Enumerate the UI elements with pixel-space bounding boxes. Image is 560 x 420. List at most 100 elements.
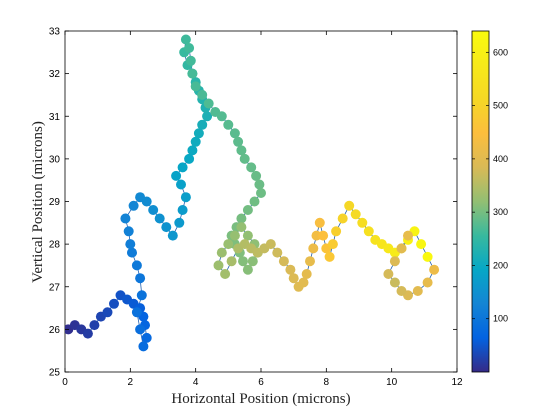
data-point [236, 213, 247, 224]
data-point [429, 264, 440, 275]
data-point [331, 226, 342, 237]
data-point [236, 145, 247, 156]
data-point [305, 256, 315, 267]
data-point [89, 320, 100, 331]
data-point [184, 153, 195, 164]
data-point [272, 247, 283, 258]
data-point [318, 230, 329, 241]
data-point [102, 307, 113, 318]
data-point [131, 260, 142, 271]
y-axis-title: Vertical Position (microns) [30, 121, 46, 283]
colorbar-tick-label: 200 [493, 260, 508, 270]
data-point [233, 136, 244, 147]
data-point [223, 119, 234, 130]
data-point [357, 217, 368, 228]
colorbar-tick-label: 500 [493, 101, 508, 111]
data-point [389, 277, 400, 288]
data-point [285, 264, 296, 275]
data-point [131, 307, 142, 318]
data-point [249, 196, 260, 207]
data-point [213, 260, 224, 271]
data-point [229, 128, 240, 139]
y-tick-label: 28 [49, 240, 61, 251]
data-point [298, 277, 309, 288]
colorbar-tick-label: 600 [493, 47, 508, 57]
x-tick-label: 0 [62, 377, 68, 388]
data-point [216, 111, 227, 122]
data-point [278, 256, 289, 267]
data-point [242, 264, 253, 275]
data-point [185, 55, 196, 66]
data-point [141, 332, 152, 343]
y-tick-label: 31 [49, 112, 61, 123]
data-point [171, 170, 182, 181]
data-point [197, 89, 208, 100]
data-point [127, 247, 137, 258]
data-point [301, 269, 312, 279]
data-point [242, 230, 253, 241]
data-point [123, 226, 134, 237]
y-tick-label: 25 [49, 368, 61, 379]
data-point [242, 205, 253, 215]
data-point [324, 251, 335, 262]
data-point [327, 239, 338, 250]
data-point [238, 256, 248, 267]
x-tick-label: 4 [193, 377, 199, 388]
y-tick-label: 30 [49, 154, 61, 165]
data-point [412, 286, 423, 296]
data-point [82, 328, 93, 339]
data-point [187, 68, 198, 79]
data-point [177, 205, 188, 215]
colorbar-tick-label: 100 [493, 314, 508, 324]
data-point [135, 324, 146, 335]
data-point [193, 128, 204, 139]
x-tick-label: 2 [128, 377, 134, 388]
data-point [197, 119, 208, 130]
data-point [363, 226, 374, 237]
data-point [308, 243, 319, 254]
colorbar-gradient [471, 30, 490, 373]
data-point [389, 256, 400, 267]
y-tick-label: 33 [49, 27, 61, 38]
data-point [344, 200, 355, 211]
plot-area [64, 30, 458, 373]
data-point [396, 243, 407, 254]
data-point [236, 222, 247, 233]
y-tick-label: 32 [49, 69, 61, 80]
x-tick-label: 6 [258, 377, 264, 388]
data-point [174, 217, 185, 228]
data-point [383, 269, 394, 279]
data-point [167, 230, 178, 241]
data-point [120, 213, 131, 224]
colorbar: 100 200 300 400 500 600 [471, 30, 508, 373]
data-point [422, 251, 433, 262]
x-axis-title: Horizontal Position (microns) [171, 391, 350, 407]
y-tick-label: 29 [49, 197, 61, 208]
data-point [161, 222, 172, 233]
data-point [138, 341, 149, 352]
data-point [226, 256, 237, 267]
data-point [337, 213, 348, 224]
data-point [403, 230, 413, 241]
data-point [350, 209, 361, 220]
data-point [135, 273, 146, 284]
data-point [180, 34, 191, 45]
colorbar-tick-label: 400 [493, 154, 508, 164]
data-point [251, 170, 262, 181]
data-point [148, 205, 159, 215]
data-point [190, 81, 201, 92]
x-tick-label: 8 [324, 377, 330, 388]
data-point [229, 230, 240, 241]
y-tick-label: 27 [49, 282, 61, 293]
data-point [422, 277, 433, 288]
data-point [416, 239, 427, 250]
data-point [202, 111, 213, 122]
colorbar-ticks: 100 200 300 400 500 600 [472, 47, 508, 324]
data-point [239, 153, 250, 164]
x-tick-label: 12 [451, 377, 463, 388]
data-point [177, 162, 188, 173]
data-point [136, 290, 147, 301]
x-axis-ticks: 0 2 4 6 8 10 12 [62, 31, 463, 388]
